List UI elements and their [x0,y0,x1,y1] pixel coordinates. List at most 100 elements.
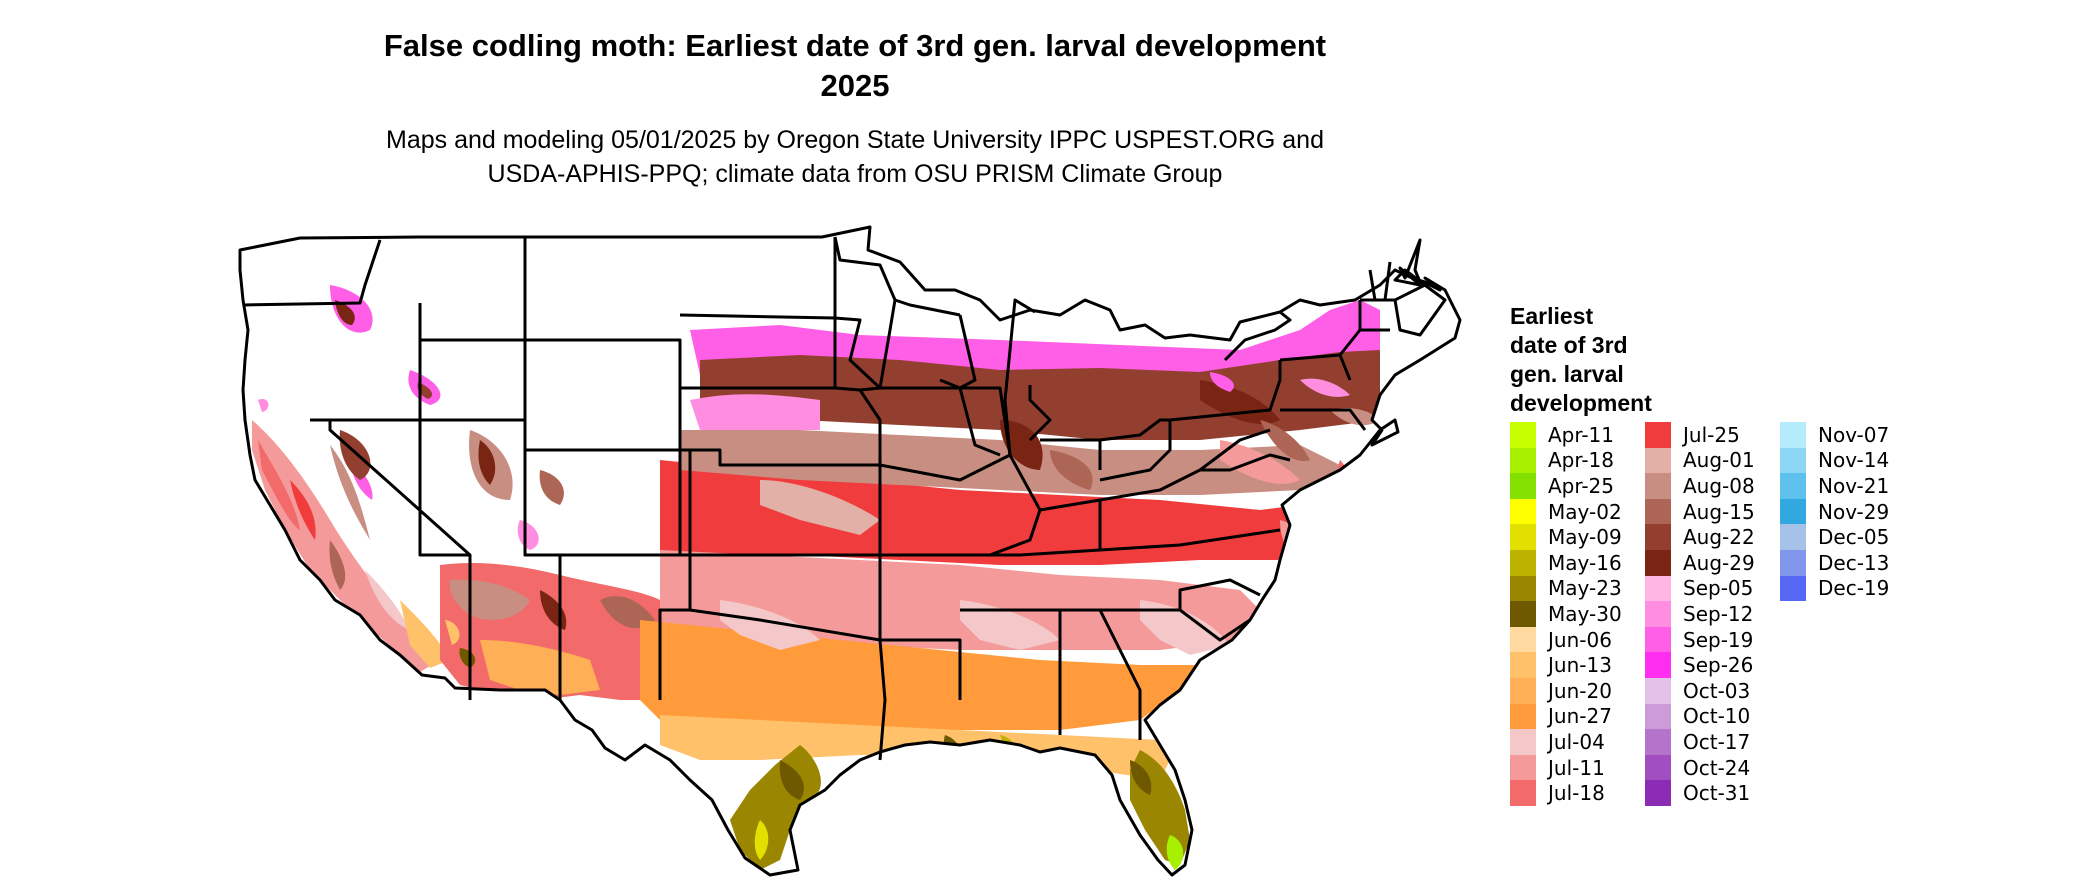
legend-label: Jul-25 [1683,422,1740,447]
legend-item: May-30 [1510,601,1622,627]
legend-item: May-16 [1510,549,1622,576]
legend-label: Oct-24 [1683,755,1751,780]
legend-label: Nov-21 [1818,473,1890,498]
legend-label: Nov-29 [1818,499,1890,524]
legend-label: Apr-18 [1548,448,1614,473]
legend-label: Sep-12 [1683,601,1754,626]
legend-item: Oct-31 [1645,780,1755,806]
legend-label: Dec-05 [1818,525,1890,550]
legend-item: Sep-05 [1645,575,1755,602]
legend-swatch [1510,498,1536,525]
legend-column-3: Nov-07 Nov-14 Nov-21 Nov-29 Dec-05 Dec-1… [1780,422,1890,602]
legend-item: May-02 [1510,498,1622,525]
legend-item: Apr-11 [1510,422,1622,448]
legend-label: Jun-27 [1548,704,1612,729]
legend-swatch [1510,780,1536,806]
legend-swatch [1780,422,1806,448]
legend-item: Aug-15 [1645,498,1755,525]
legend-column-1: Apr-11 Apr-18 Apr-25 May-02 May-09 May-1… [1510,422,1622,806]
legend-item: May-23 [1510,575,1622,602]
legend-item: Apr-25 [1510,473,1622,499]
legend-item: Jul-18 [1510,780,1622,806]
legend-title-line: Earliest [1510,303,1594,329]
legend-item: Oct-17 [1645,729,1755,755]
legend-label: Sep-26 [1683,653,1754,678]
legend-label: Jul-11 [1548,755,1605,780]
legend-swatch [1510,473,1536,499]
legend-item: Sep-19 [1645,626,1755,653]
legend-swatch [1645,549,1671,576]
legend-swatch [1645,703,1671,730]
legend-title-line: gen. larval [1510,361,1624,387]
legend-item: Nov-29 [1780,498,1890,525]
legend-swatch [1510,729,1536,755]
legend-title-line: development [1510,390,1652,416]
legend-label: Oct-03 [1683,678,1751,703]
legend-swatch [1645,626,1671,653]
legend-swatch [1510,626,1536,653]
legend-label: Dec-19 [1818,576,1890,601]
legend-swatch [1645,652,1671,678]
legend-label: Sep-05 [1683,576,1754,601]
legend-label: Nov-07 [1818,422,1890,447]
legend-swatch [1780,575,1806,602]
legend-swatch [1780,549,1806,576]
legend-item: Oct-10 [1645,703,1755,730]
legend-item: Jun-20 [1510,677,1622,704]
legend-swatch [1645,447,1671,474]
legend-label: Oct-17 [1683,729,1751,754]
legend-swatch [1645,473,1671,499]
legend-swatch [1510,601,1536,627]
legend-label: Oct-31 [1683,781,1751,806]
legend-label: Dec-13 [1818,550,1890,575]
legend-title-line: date of 3rd [1510,332,1628,358]
legend-label: Apr-11 [1548,422,1614,447]
legend-item: Nov-21 [1780,473,1889,499]
legend-item: Apr-18 [1510,447,1622,474]
legend-label: Jun-06 [1548,627,1612,652]
legend-swatch [1645,575,1671,602]
legend-swatch [1510,754,1536,781]
legend-label: Aug-01 [1683,448,1755,473]
legend-swatch [1645,422,1671,448]
legend-item: Sep-12 [1645,601,1755,627]
legend-item: Aug-08 [1645,473,1755,499]
legend-label: Nov-14 [1818,448,1890,473]
map-subtitle-line1: Maps and modeling 05/01/2025 by Oregon S… [386,126,1324,154]
legend-swatch [1510,575,1536,602]
legend-swatch [1780,473,1806,499]
legend-swatch [1510,652,1536,678]
legend-label: Apr-25 [1548,473,1614,498]
legend-item: Aug-22 [1645,524,1755,550]
legend-swatch [1780,524,1806,550]
map-title: False codling moth: Earliest date of 3rd… [383,28,1327,63]
legend-label: Jul-18 [1548,781,1605,806]
legend-label: Oct-10 [1683,704,1751,729]
legend-item: Jun-27 [1510,703,1622,730]
legend-swatch [1645,498,1671,525]
legend-swatch [1645,677,1671,704]
legend-item: Nov-14 [1780,447,1890,474]
legend-item: Jul-11 [1510,754,1622,781]
legend-swatch [1645,601,1671,627]
legend-label: May-16 [1548,550,1622,575]
legend-swatch [1645,780,1671,806]
legend-swatch [1510,677,1536,704]
legend-item: Aug-29 [1645,549,1755,576]
legend-swatch [1645,524,1671,550]
legend-swatch [1645,729,1671,755]
legend-item: Oct-03 [1645,677,1755,704]
legend-item: Dec-05 [1780,524,1889,550]
legend-label: Jun-13 [1548,653,1612,678]
legend-label: May-30 [1548,601,1622,626]
legend-swatch [1780,447,1806,474]
legend-item: Jul-04 [1510,729,1622,755]
legend-item: May-09 [1510,524,1622,550]
legend-swatch [1510,447,1536,474]
legend-swatch [1645,754,1671,781]
legend-label: Jun-20 [1548,678,1612,703]
legend-title: Earliest date of 3rd gen. larval develop… [1510,302,1710,418]
legend-swatch [1510,549,1536,576]
legend-item: Jun-06 [1510,626,1622,653]
